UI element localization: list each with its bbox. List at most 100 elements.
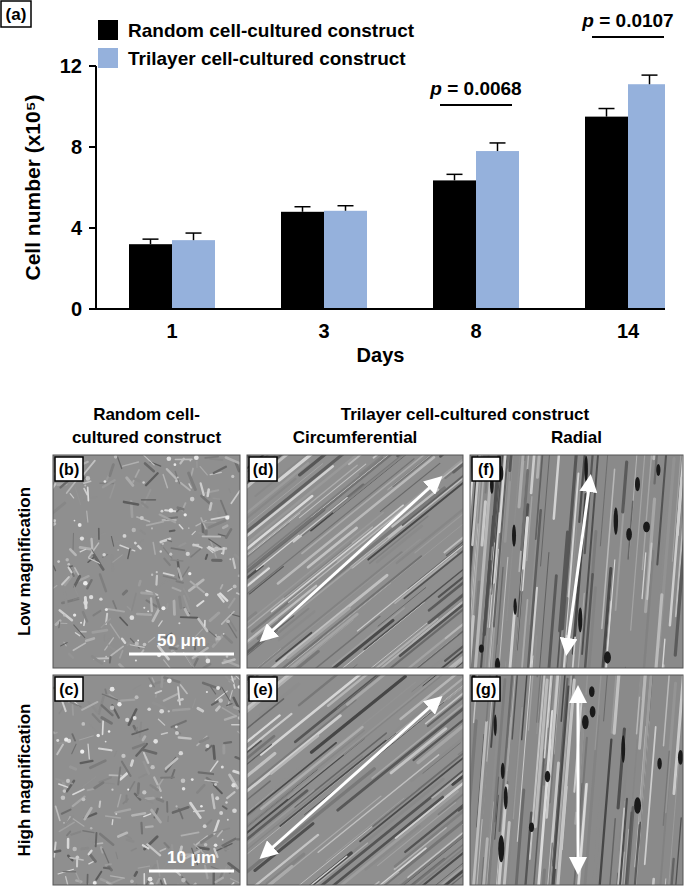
texture xyxy=(179,543,185,546)
texture xyxy=(173,807,188,812)
texture xyxy=(114,455,118,459)
texture xyxy=(73,613,76,616)
texture xyxy=(200,805,203,808)
texture xyxy=(70,494,73,498)
texture xyxy=(631,455,650,630)
texture xyxy=(106,783,115,785)
micrograph xyxy=(470,675,683,885)
texture xyxy=(215,796,219,800)
texture xyxy=(137,640,139,642)
texture xyxy=(222,612,234,625)
texture xyxy=(405,635,458,668)
texture xyxy=(130,615,135,620)
p-symbol: p xyxy=(581,10,594,31)
texture xyxy=(95,783,103,788)
texture xyxy=(120,664,125,668)
row-header: Low magnification xyxy=(15,487,34,636)
texture xyxy=(189,460,191,462)
texture xyxy=(118,833,127,837)
texture xyxy=(595,675,612,750)
texture xyxy=(203,522,216,524)
texture xyxy=(155,576,158,585)
texture xyxy=(76,873,80,883)
texture xyxy=(634,797,641,814)
texture xyxy=(120,773,127,779)
texture xyxy=(129,782,134,791)
error-cap xyxy=(186,232,202,234)
texture xyxy=(148,637,154,642)
texture xyxy=(247,651,318,668)
texture xyxy=(216,878,223,882)
texture xyxy=(57,560,60,563)
panel-label: (a) xyxy=(6,5,27,24)
texture xyxy=(82,702,97,710)
texture xyxy=(174,463,177,466)
texture xyxy=(676,455,683,658)
texture xyxy=(157,597,159,599)
texture xyxy=(614,507,618,535)
texture xyxy=(161,543,163,548)
x-tick-label: 3 xyxy=(318,320,329,342)
texture xyxy=(190,803,200,817)
texture xyxy=(168,710,170,712)
texture xyxy=(400,532,463,656)
texture xyxy=(85,808,92,819)
texture xyxy=(75,488,80,505)
texture xyxy=(72,744,76,754)
texture xyxy=(604,651,611,663)
texture xyxy=(164,573,174,576)
x-tick-label: 1 xyxy=(166,320,177,342)
texture xyxy=(227,704,232,706)
texture xyxy=(213,497,219,499)
texture xyxy=(182,567,189,579)
texture xyxy=(160,797,162,799)
texture xyxy=(134,479,140,482)
texture xyxy=(537,675,544,734)
texture xyxy=(614,808,624,885)
texture xyxy=(401,675,463,719)
texture xyxy=(548,576,556,668)
header-line: cultured construct xyxy=(72,428,222,447)
texture xyxy=(280,702,434,826)
micrograph-frame xyxy=(470,675,683,885)
texture xyxy=(99,748,111,750)
label-box xyxy=(1,1,31,27)
texture xyxy=(610,801,625,885)
texture xyxy=(228,588,232,591)
texture xyxy=(191,582,204,593)
texture xyxy=(111,820,113,825)
error-line xyxy=(193,233,195,240)
texture xyxy=(584,456,588,483)
texture xyxy=(558,680,575,885)
texture xyxy=(205,744,209,748)
texture xyxy=(349,455,440,464)
texture xyxy=(318,797,443,885)
texture xyxy=(151,785,158,790)
texture xyxy=(211,761,218,771)
texture xyxy=(158,719,164,725)
texture xyxy=(123,534,127,538)
texture xyxy=(226,458,240,465)
texture xyxy=(109,657,112,663)
texture xyxy=(247,568,269,668)
texture xyxy=(226,619,230,623)
texture xyxy=(150,599,153,612)
texture xyxy=(72,847,76,851)
texture xyxy=(560,532,568,631)
texture xyxy=(117,549,119,551)
error-bar xyxy=(642,75,658,84)
texture xyxy=(139,774,146,778)
texture xyxy=(59,784,68,787)
texture xyxy=(521,471,527,550)
texture xyxy=(538,675,548,722)
texture xyxy=(643,521,650,532)
texture xyxy=(82,798,86,802)
texture xyxy=(167,678,172,683)
texture xyxy=(524,588,537,668)
texture xyxy=(70,549,75,555)
texture xyxy=(247,738,364,861)
texture xyxy=(121,700,134,701)
micrograph xyxy=(53,455,240,668)
texture xyxy=(67,839,70,848)
texture xyxy=(474,857,484,885)
